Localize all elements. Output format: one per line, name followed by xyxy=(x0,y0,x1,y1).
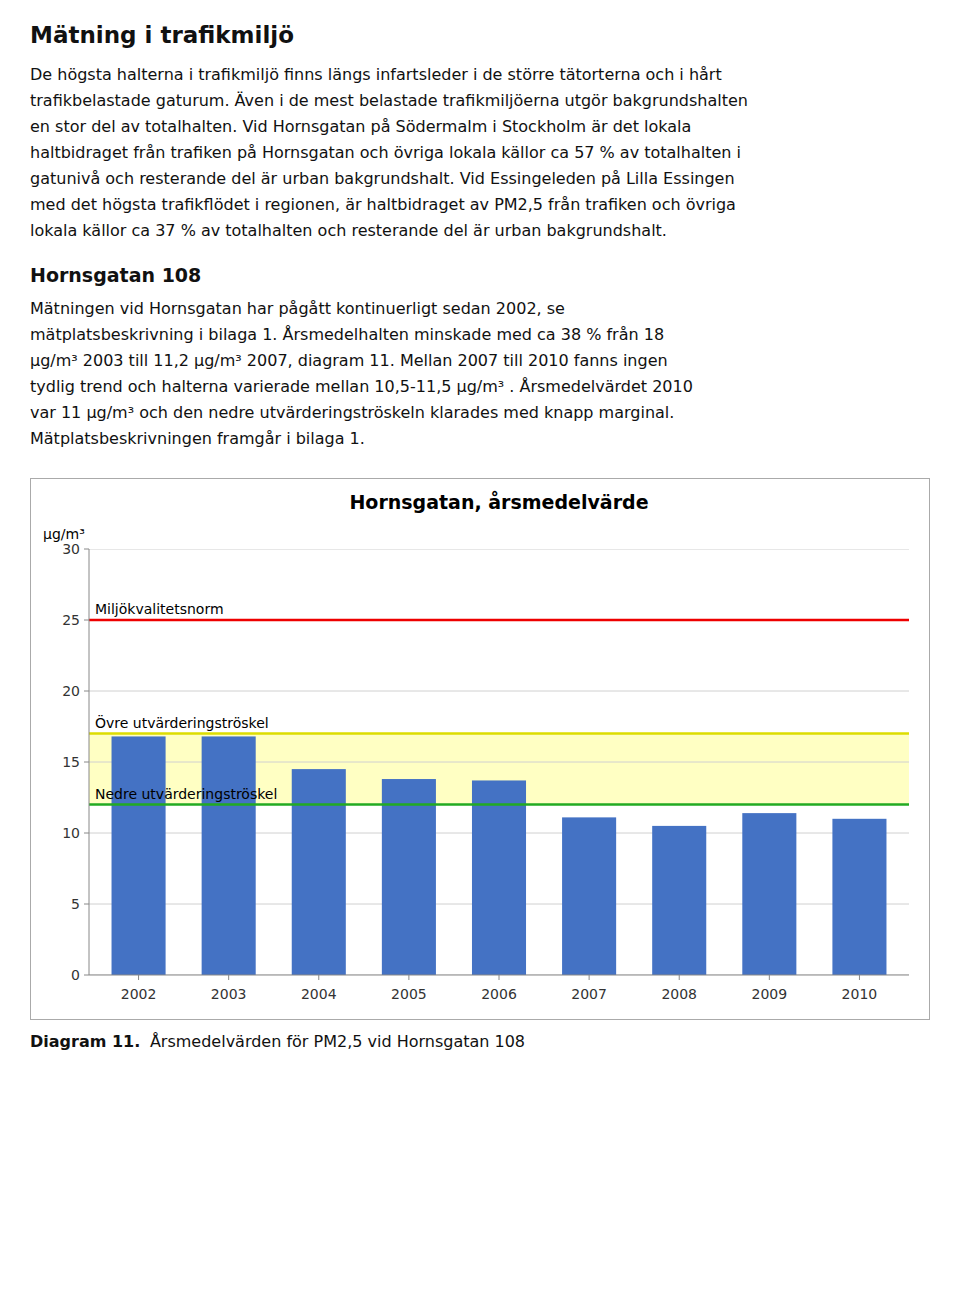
section-title: Hornsgatan 108 xyxy=(30,264,930,286)
section-line: Mätplatsbeskrivningen framgår i bilaga 1… xyxy=(30,426,930,452)
x-tick-label: 2002 xyxy=(121,986,157,1002)
caption-text: Årsmedelvärden för PM2,5 vid Hornsgatan … xyxy=(150,1032,525,1051)
caption: Diagram 11. Årsmedelvärden för PM2,5 vid … xyxy=(30,1032,930,1051)
y-label: μg/m³ xyxy=(43,526,85,542)
y-tick xyxy=(84,549,89,550)
x-tick-label: 2009 xyxy=(752,986,788,1002)
x-tick xyxy=(589,975,590,980)
section-line: mätplatsbeskrivning i bilaga 1. Årsmedel… xyxy=(30,322,930,348)
x-tick-label: 2008 xyxy=(661,986,697,1002)
threshold-line xyxy=(89,619,909,622)
x-tick-label: 2003 xyxy=(211,986,247,1002)
threshold-line xyxy=(89,732,909,735)
y-tick-label: 20 xyxy=(62,683,80,699)
bar xyxy=(652,826,706,975)
x-tick-label: 2004 xyxy=(301,986,337,1002)
y-tick-label: 15 xyxy=(62,754,80,770)
y-axis: 0 5 10 15 20 25 30 xyxy=(62,541,89,983)
y-tick xyxy=(84,620,89,621)
y-tick-label: 5 xyxy=(71,896,80,912)
x-tick xyxy=(228,975,229,980)
body-line: en stor del av totalhalten. Vid Hornsgat… xyxy=(30,114,930,140)
y-tick-label: 30 xyxy=(62,541,80,557)
grid-line xyxy=(89,549,909,550)
x-tick-label: 2006 xyxy=(481,986,517,1002)
section-line: Mätningen vid Hornsgatan har pågått kont… xyxy=(30,296,930,322)
y-tick-label: 25 xyxy=(62,612,80,628)
y-tick-label: 0 xyxy=(71,967,80,983)
y-axis-line xyxy=(89,549,90,975)
bar xyxy=(292,769,346,975)
body-line: trafikbelastade gaturum. Även i de mest … xyxy=(30,88,930,114)
threshold-labels: Miljökvalitetsnorm Övre utvärderingströsk… xyxy=(95,601,277,802)
section-line: var 11 μg/m³ och den nedre utvärderingst… xyxy=(30,400,930,426)
y-tick xyxy=(84,691,89,692)
y-tick-label: 10 xyxy=(62,825,80,841)
caption-bold: Diagram 11. xyxy=(30,1032,140,1051)
page: Mätning i trafikmiljö De högsta halterna … xyxy=(0,0,960,1051)
bar xyxy=(562,817,616,975)
threshold-label: Övre utvärderingströskel xyxy=(95,714,269,731)
x-tick xyxy=(408,975,409,980)
grid-line xyxy=(89,975,909,976)
x-tick-label: 2007 xyxy=(571,986,607,1002)
x-tick-label: 2005 xyxy=(391,986,427,1002)
page-title: Mätning i trafikmiljö xyxy=(30,22,930,48)
x-tick xyxy=(138,975,139,980)
x-tick xyxy=(769,975,770,980)
bar xyxy=(112,736,166,975)
x-tick xyxy=(318,975,319,980)
grid-line xyxy=(89,691,909,692)
x-axis: 2002 2003 2004 2005 2006 2007 2008 2009 2010 xyxy=(89,975,909,1002)
x-tick xyxy=(499,975,500,980)
bar xyxy=(742,813,796,975)
x-tick xyxy=(679,975,680,980)
chart: Hornsgatan, årsmedelvärde μg/m³ 0 5 10 15 20 25… xyxy=(31,479,929,1019)
chart-box: Hornsgatan, årsmedelvärde μg/m³ 0 5 10 15 20 25… xyxy=(30,478,930,1020)
bar xyxy=(832,819,886,975)
bar xyxy=(472,780,526,975)
threshold-label: Miljökvalitetsnorm xyxy=(95,601,224,617)
chart-title: Hornsgatan, årsmedelvärde xyxy=(349,490,648,513)
plot-area xyxy=(89,549,909,975)
body-line: gatunivå och resterande del är urban bak… xyxy=(30,166,930,192)
y-tick xyxy=(84,904,89,905)
threshold-label: Nedre utvärderingströskel xyxy=(95,786,277,802)
body-line: De högsta halterna i trafikmiljö finns l… xyxy=(30,62,930,88)
section-line: μg/m³ 2003 till 11,2 μg/m³ 2007, diagram… xyxy=(30,348,930,374)
body-line: haltbidraget från trafiken på Hornsgatan… xyxy=(30,140,930,166)
y-tick xyxy=(84,833,89,834)
x-tick xyxy=(859,975,860,980)
body-line: med det högsta trafikflödet i regionen, … xyxy=(30,192,930,218)
grid-line xyxy=(89,620,909,621)
threshold-line xyxy=(89,803,909,806)
section-line: tydlig trend och halterna varierade mell… xyxy=(30,374,930,400)
bar xyxy=(382,779,436,975)
y-tick xyxy=(84,762,89,763)
x-tick-label: 2010 xyxy=(842,986,878,1002)
y-tick xyxy=(84,975,89,976)
body-line: lokala källor ca 37 % av totalhalten och… xyxy=(30,218,930,244)
bar xyxy=(202,736,256,975)
